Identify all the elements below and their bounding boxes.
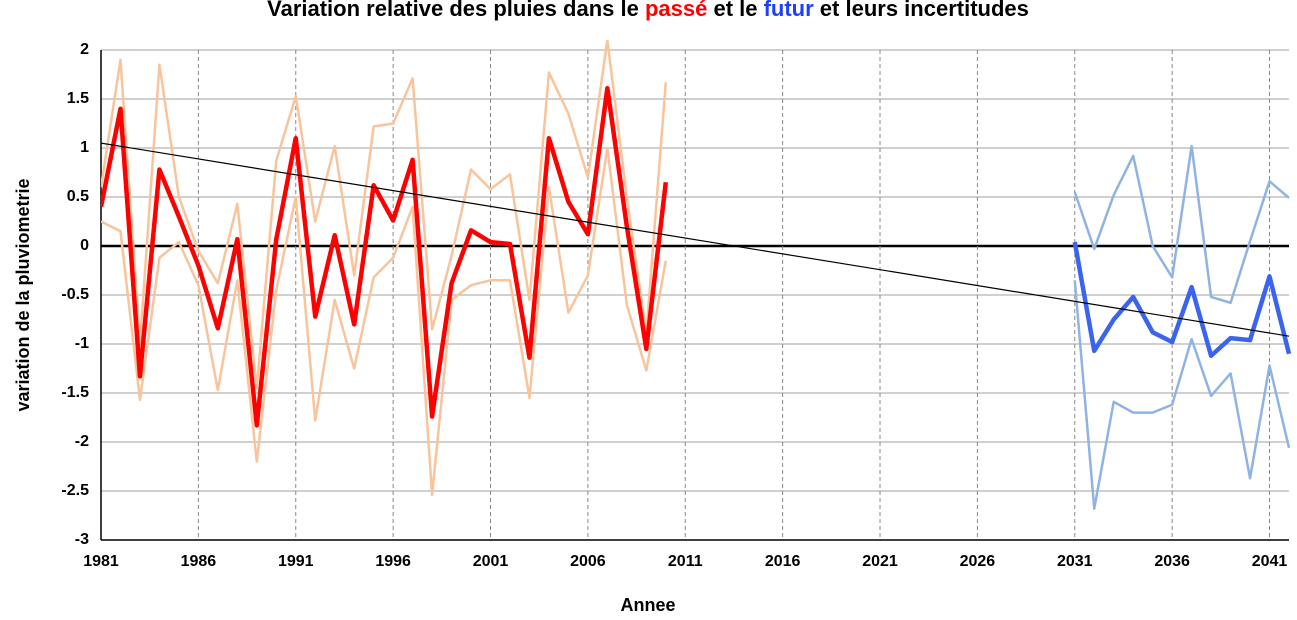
series-line [101, 40, 668, 390]
y-tick-label: 0 [80, 237, 89, 254]
series-line [1072, 241, 1292, 359]
x-tick-label: 1996 [375, 553, 411, 570]
series-line [101, 146, 668, 497]
plot-series [101, 40, 1292, 510]
x-tick-label: 2006 [570, 553, 606, 570]
y-tick-label: 0.5 [67, 188, 89, 205]
series-line [101, 142, 1290, 337]
x-tick-label: 1991 [278, 553, 314, 570]
x-tick-label: 2001 [473, 553, 509, 570]
title-part: passé [645, 0, 707, 21]
y-tick-label: 2 [80, 41, 89, 58]
y-tick-label: -1 [75, 335, 89, 352]
title-part: et le [707, 0, 763, 21]
x-tick-label: 1986 [181, 553, 217, 570]
x-tick-label: 2026 [960, 553, 996, 570]
y-tick-label: -1.5 [61, 384, 89, 401]
y-tick-label: -2 [75, 433, 89, 450]
x-tick-label: 2011 [668, 553, 703, 570]
x-tick-label: 2041 [1252, 553, 1288, 570]
x-tick-label: 2016 [765, 553, 801, 570]
y-tick-label: 1 [80, 139, 89, 156]
y-tick-label: -3 [75, 531, 89, 548]
x-tick-label: 2036 [1154, 553, 1190, 570]
x-tick-label: 2021 [862, 553, 898, 570]
title-part: et leurs incertitudes [814, 0, 1029, 21]
x-axis-label: Annee [620, 595, 675, 615]
y-tick-label: -0.5 [61, 286, 89, 303]
title-part: futur [764, 0, 815, 21]
title-part: Variation relative des pluies dans le [267, 0, 645, 21]
y-axis-label: variation de la pluviometrie [13, 178, 33, 411]
y-tick-label: 1.5 [67, 90, 89, 107]
series-line [1073, 144, 1290, 305]
x-tick-label: 2031 [1057, 553, 1093, 570]
series-line [1073, 280, 1291, 510]
x-tick-label: 1981 [83, 553, 119, 570]
y-tick-label: -2.5 [61, 482, 89, 499]
series-line [101, 85, 669, 428]
chart-title: Variation relative des pluies dans le pa… [267, 0, 1029, 21]
